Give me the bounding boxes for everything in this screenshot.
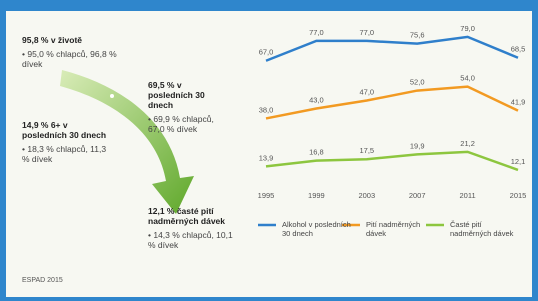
value-label: 67,0 [259,48,274,57]
value-label: 77,0 [309,28,324,37]
legend-label: Alkohol v posledních 30 dnech [282,220,352,238]
value-label: 52,0 [410,78,425,87]
legend-label: Pití nadměrných dávek [366,220,436,238]
value-label: 21,2 [460,139,475,148]
x-tick-label: 1999 [308,191,325,200]
page: {"summary": [ {"headline": "95,8 % v živ… [0,0,538,301]
value-label: 17,5 [359,146,374,155]
details: • 95,0 % chlapců, 96,8 % dívek [22,49,117,69]
value-label: 16,8 [309,148,324,157]
value-label: 38,0 [259,105,274,114]
headline: 14,9 % 6+ v posledních 30 dnech [22,120,107,140]
value-label: 43,0 [309,95,324,104]
summary-block: 14,9 % 6+ v posledních 30 dnech • 18,3 %… [22,120,107,164]
summary-block: 95,8 % v životě • 95,0 % chlapců, 96,8 %… [22,35,117,69]
headline: 69,5 % v posledních 30 dnech [148,80,220,110]
value-label: 41,9 [511,98,526,107]
line [266,37,518,61]
line [266,87,518,119]
headline: 12,1 % časté pití nadměrných dávek [148,206,238,226]
value-label: 19,9 [410,141,425,150]
headline: 95,8 % v životě [22,35,117,45]
x-tick-label: 2007 [409,191,426,200]
value-label: 75,6 [410,31,425,40]
source: ESPAD 2015 [22,276,63,286]
line [266,152,518,170]
legend-label: Časté pití nadměrných dávek [450,220,520,238]
details: • 18,3 % chlapců, 11,3 % dívek [22,144,107,164]
x-tick-label: 1995 [258,191,275,200]
x-tick-label: 2003 [358,191,375,200]
value-label: 77,0 [359,28,374,37]
details: • 69,9 % chlapců, 67,0 % dívek [148,114,220,134]
summary-block: 69,5 % v posledních 30 dnech • 69,9 % ch… [148,80,220,134]
x-tick-label: 2011 [460,191,476,200]
value-label: 12,1 [511,157,526,166]
value-label: 54,0 [460,74,475,83]
details: • 14,3 % chlapců, 10,1 % dívek [148,230,238,250]
arrow-dot [110,94,114,98]
x-tick-label: 2015 [510,191,527,200]
value-label: 79,0 [460,24,475,33]
summary-block: 12,1 % časté pití nadměrných dávek • 14,… [148,206,238,250]
value-label: 68,5 [511,45,526,54]
value-label: 47,0 [359,88,374,97]
value-label: 13,9 [259,153,274,162]
